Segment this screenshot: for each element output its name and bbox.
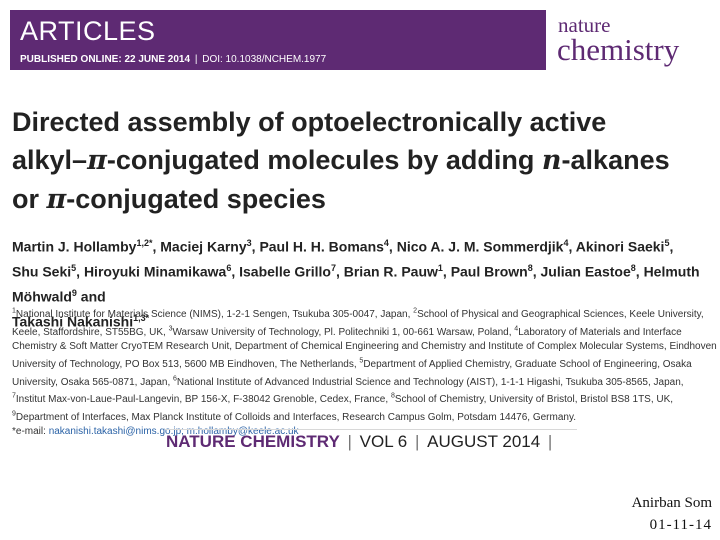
author-affiliation-marker: 1 (437, 263, 443, 274)
n-symbol: n (541, 145, 562, 176)
articles-banner: ARTICLES PUBLISHED ONLINE: 22 JUNE 2014 … (10, 10, 546, 70)
affiliation-marker: 4 (514, 325, 519, 333)
affiliation-marker: 5 (359, 357, 364, 365)
email-label: *e-mail: (12, 426, 46, 438)
author-affiliation-marker: 5 (71, 263, 77, 274)
title-part: alkyl– (12, 145, 88, 175)
author-name: Hiroyuki Minamikawa (83, 263, 227, 280)
separator: | (410, 432, 425, 451)
author-name: Shu Seki (12, 263, 72, 280)
author-affiliation-marker: 1,3* (133, 313, 150, 324)
affiliation-text: School of Physical and Geographical Scie… (12, 309, 704, 338)
email-links[interactable]: nakanishi.takashi@nims.go.jp; m.hollamby… (48, 426, 299, 438)
affiliation-text: Department of Applied Chemistry, Graduat… (12, 358, 692, 388)
author-affiliation-marker: 8 (527, 263, 533, 274)
separator: | (342, 432, 357, 451)
author-affiliation-marker: 4 (563, 238, 569, 248)
journal-footer: NATURE CHEMISTRY | VOL 6 | AUGUST 2014 | (166, 430, 555, 454)
publication-line: PUBLISHED ONLINE: 22 JUNE 2014 | DOI: 10… (20, 54, 326, 65)
presenter-name: Anirban Som (631, 495, 712, 511)
author-affiliation-marker: 5 (664, 238, 670, 248)
affiliation-marker: 6 (173, 375, 177, 383)
author-affiliation-marker: 1,2* (136, 238, 153, 248)
affiliation-marker: 8 (390, 392, 395, 400)
pi-symbol: π (87, 145, 107, 176)
author-list: Martin J. Hollamby1,2*, Maciej Karny3, P… (12, 238, 700, 331)
title-line-1: Directed assembly of optoelectronically … (12, 107, 607, 137)
author-affiliation-marker: 6 (226, 263, 232, 274)
author-name: Takashi Nakanishi (12, 314, 134, 331)
affiliations: 1National Institute for Materials Scienc… (12, 305, 717, 439)
logo-chemistry: chemistry (557, 32, 680, 67)
affiliation-text: National Institute of Advanced Industria… (176, 376, 684, 388)
section-label: ARTICLES (20, 16, 156, 46)
affiliation-text: Warsaw University of Technology, Pl. Pol… (172, 326, 515, 338)
affiliation-marker: 9 (12, 410, 16, 418)
article-header: ARTICLES PUBLISHED ONLINE: 22 JUNE 2014 … (0, 0, 720, 70)
title-part: -conjugated species (66, 184, 326, 214)
author-name: Akinori Saeki (575, 238, 665, 255)
footer-volume: VOL 6 (359, 432, 408, 451)
presentation-date: 01-11-14 (649, 517, 712, 533)
journal-logo: nature chemistry (556, 12, 714, 68)
separator: | (543, 432, 553, 451)
published-date: PUBLISHED ONLINE: 22 JUNE 2014 (20, 54, 191, 65)
author-name: Julian Eastoe (540, 263, 631, 280)
author-name: Martin J. Hollamby (12, 238, 137, 255)
affiliation-marker: 3 (168, 325, 173, 333)
affiliation-text: National Institute for Materials Science… (15, 309, 414, 321)
author-affiliation-marker: 9 (71, 288, 77, 299)
paper-title: Directed assembly of optoelectronically … (12, 103, 712, 219)
author-name: Nico A. J. M. Sommerdjik (396, 238, 564, 255)
logo-nature: nature (558, 13, 611, 37)
affiliation-text: School of Chemistry, University of Brist… (394, 394, 674, 406)
author-name: Paul H. H. Bomans (259, 238, 384, 255)
author-name: Brian R. Pauw (343, 263, 438, 280)
affiliation-list: 1National Institute for Materials Scienc… (12, 308, 717, 423)
author-name: Isabelle Grillo (239, 263, 331, 280)
title-part: -alkanes (561, 145, 670, 175)
author-name: Paul Brown (450, 263, 528, 280)
presenter-info: Anirban Som 01-11-14 (632, 492, 712, 536)
doi-text: DOI: 10.1038/NCHEM.1977 (202, 54, 327, 65)
author-affiliation-marker: 8 (630, 263, 636, 274)
affiliation-marker: 2 (413, 308, 418, 315)
title-part: or (12, 184, 47, 214)
title-part: -conjugated molecules by adding (106, 145, 542, 175)
author-name: Helmuth Möhwald (12, 263, 700, 305)
affiliation-marker: 7 (12, 392, 16, 400)
affiliation-text: Institut Max-von-Laue-Paul-Langevin, BP … (15, 394, 391, 406)
separator: | (192, 54, 201, 65)
footer-rule (165, 429, 577, 430)
affiliation-text: Department of Interfaces, Max Planck Ins… (15, 411, 576, 423)
author-name: Maciej Karny (160, 238, 247, 255)
affiliation-marker: 1 (12, 308, 16, 315)
author-affiliation-marker: 3 (246, 238, 252, 248)
affiliation-text: Laboratory of Materials and Interface Ch… (12, 326, 717, 370)
footer-date: AUGUST 2014 (427, 432, 541, 451)
author-affiliation-marker: 4 (383, 238, 389, 248)
pi-symbol: π (46, 184, 67, 215)
footer-journal: NATURE CHEMISTRY (166, 432, 340, 451)
author-affiliation-marker: 7 (330, 263, 336, 274)
